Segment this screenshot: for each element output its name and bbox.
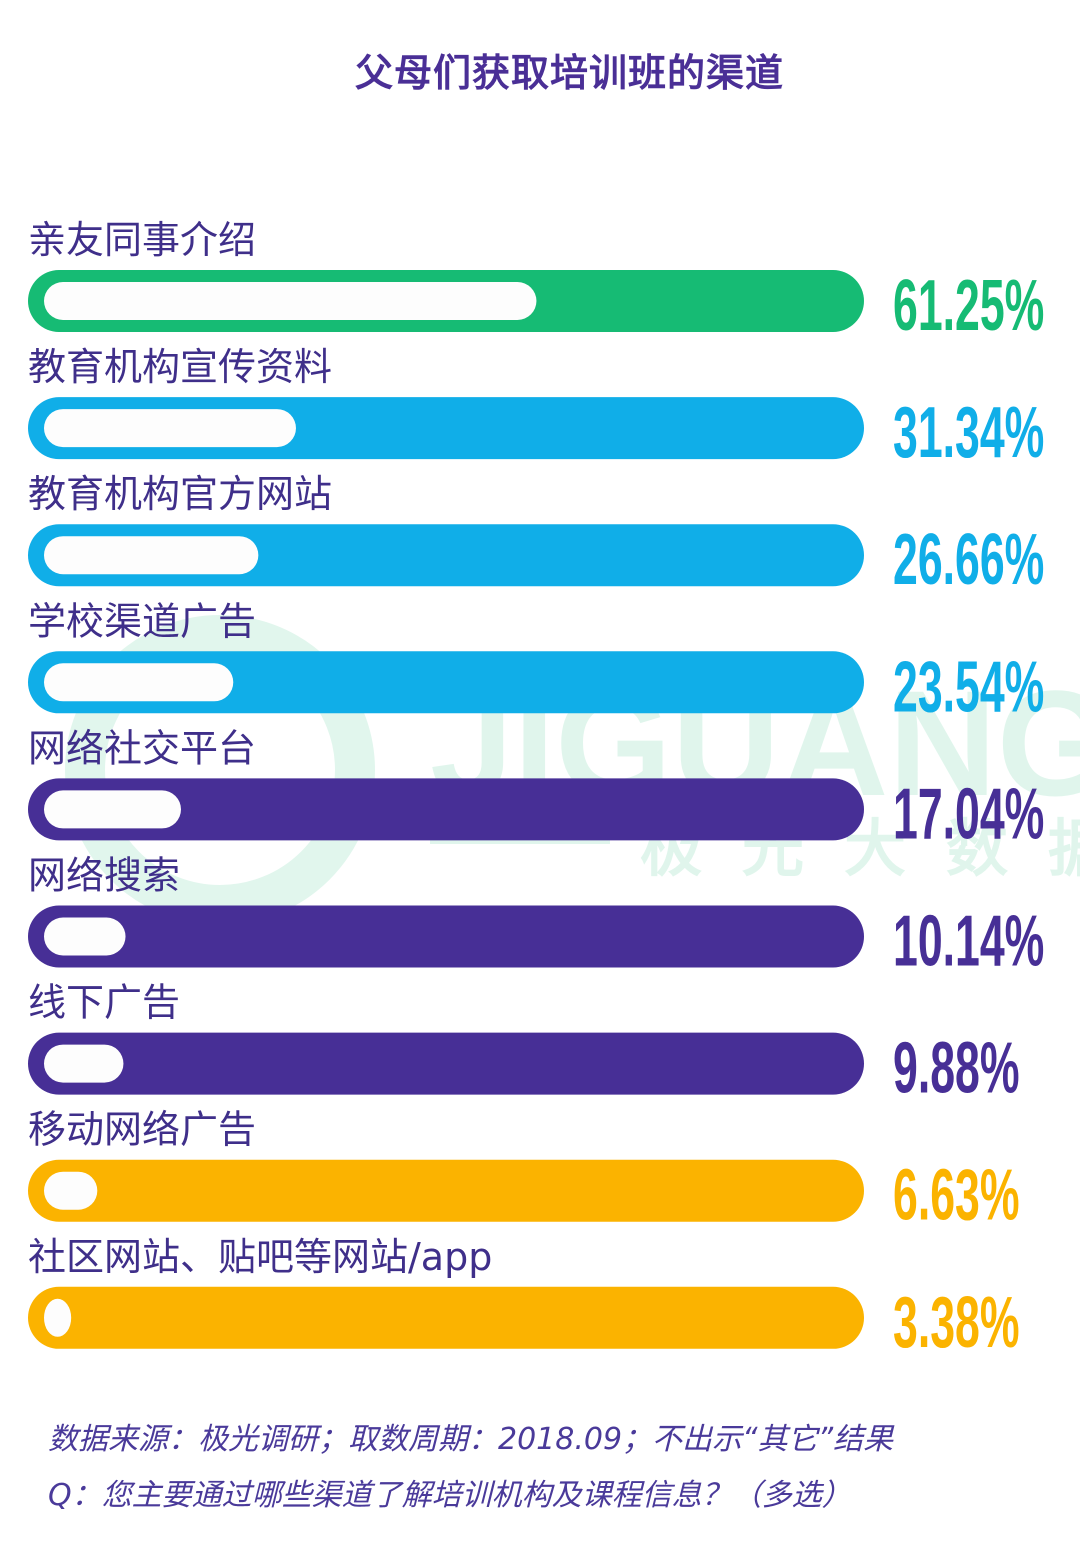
survey-question: Q：您主要通过哪些渠道了解培训机构及课程信息？（多选）	[48, 1478, 852, 1513]
category-label: 网络搜索	[28, 854, 180, 898]
bar-fill	[44, 663, 234, 702]
value-label: 9.88%	[893, 1028, 1020, 1109]
value-label: 31.34%	[893, 392, 1044, 473]
value-label: 61.25%	[893, 265, 1044, 346]
category-label: 网络社交平台	[28, 726, 256, 770]
chart-title: 父母们获取培训班的渠道	[355, 51, 785, 95]
category-label: 社区网站、贴吧等网站/app	[28, 1235, 492, 1279]
category-label: 学校渠道广告	[28, 599, 256, 643]
bar-fill	[44, 282, 537, 320]
value-label: 23.54%	[893, 646, 1044, 727]
bar-fill	[44, 1044, 124, 1083]
value-label: 6.63%	[893, 1155, 1020, 1236]
category-label: 移动网络广告	[28, 1108, 256, 1152]
bar-track	[28, 651, 864, 714]
bar-fill	[44, 917, 126, 956]
value-label: 10.14%	[893, 901, 1044, 982]
bar-fill	[44, 409, 296, 448]
bar-fill	[44, 1171, 98, 1210]
bar-fill	[44, 536, 259, 575]
bar-chart: 亲友同事介绍 61.25% 教育机构宣传资料 31.34% 教育机构官方网站 26.66%…	[28, 218, 1044, 1363]
bar-track	[28, 1286, 864, 1349]
value-label: 3.38%	[893, 1282, 1020, 1363]
data-source-note: 数据来源：极光调研；取数周期：2018.09；不出示“其它”结果	[48, 1422, 894, 1457]
bar-track	[28, 1159, 864, 1222]
bar-fill	[44, 790, 182, 829]
value-label: 17.04%	[893, 773, 1044, 854]
category-label: 教育机构官方网站	[28, 472, 332, 516]
category-label: 线下广告	[28, 981, 180, 1025]
bar-track	[28, 778, 864, 841]
category-label: 教育机构宣传资料	[28, 345, 332, 389]
value-label: 26.66%	[893, 519, 1044, 600]
category-label: 亲友同事介绍	[28, 218, 256, 262]
bar-track	[28, 905, 864, 968]
bar-fill	[44, 1298, 72, 1337]
bar-track	[28, 1032, 864, 1095]
